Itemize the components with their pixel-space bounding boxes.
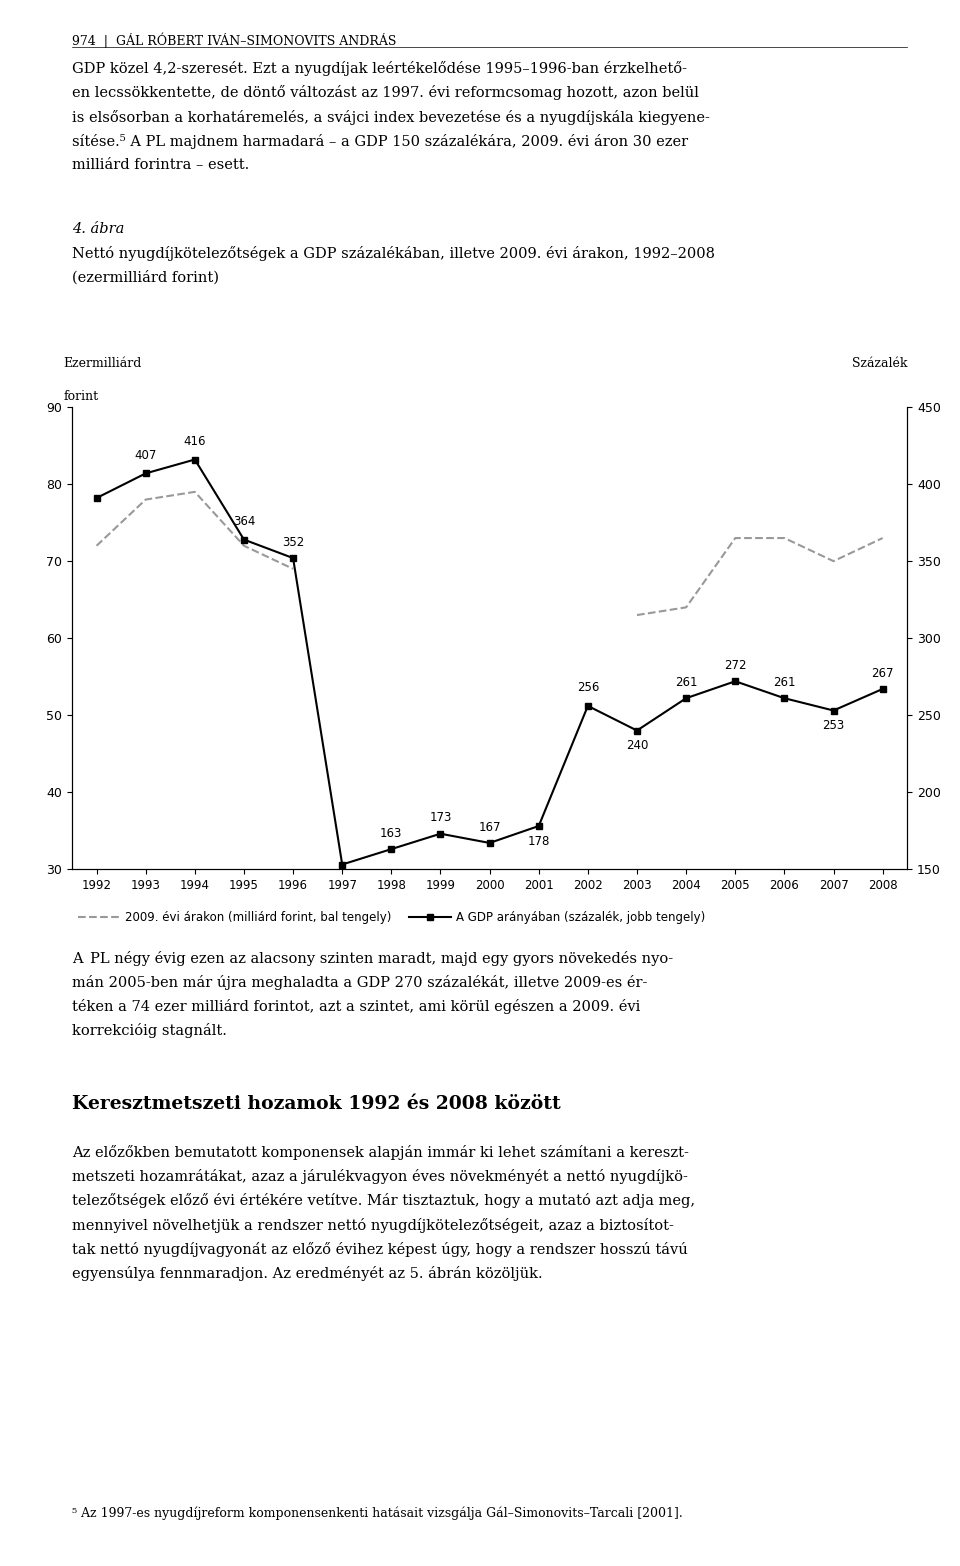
Text: sítése.⁵ A PL majdnem harmadará – a GDP 150 százalékára, 2009. évi áron 30 ezer: sítése.⁵ A PL majdnem harmadará – a GDP … (72, 133, 688, 149)
Text: mennyivel növelhetjük a rendszer nettó nyugdíjkötelezőtségeit, azaz a biztosítot: mennyivel növelhetjük a rendszer nettó n… (72, 1218, 674, 1232)
Text: Százalék: Százalék (852, 357, 907, 370)
Text: milliárd forintra – esett.: milliárd forintra – esett. (72, 158, 250, 172)
Text: 352: 352 (282, 536, 304, 548)
Text: téken a 74 ezer milliárd forintot, azt a szintet, ami körül egészen a 2009. évi: téken a 74 ezer milliárd forintot, azt a… (72, 999, 640, 1015)
Text: is elsősorban a korhatáremelés, a svájci index bevezetése és a nyugdíjskála kieg: is elsősorban a korhatáremelés, a svájci… (72, 110, 709, 125)
Text: GDP közel 4,2-szeresét. Ezt a nyugdíjak leértékelődése 1995–1996-ban érzkelhető-: GDP közel 4,2-szeresét. Ezt a nyugdíjak … (72, 61, 687, 77)
Text: mán 2005-ben már újra meghaladta a GDP 270 százalékát, illetve 2009-es ér-: mán 2005-ben már újra meghaladta a GDP 2… (72, 974, 647, 990)
Text: Az előzőkben bemutatott komponensek alapján immár ki lehet számítani a kereszt-: Az előzőkben bemutatott komponensek alap… (72, 1145, 689, 1160)
Text: 256: 256 (577, 681, 599, 694)
Text: 178: 178 (528, 835, 550, 847)
Text: Keresztmetszeti hozamok 1992 és 2008 között: Keresztmetszeti hozamok 1992 és 2008 köz… (72, 1095, 561, 1112)
Text: 167: 167 (478, 821, 501, 833)
Text: 267: 267 (872, 667, 894, 680)
Text: forint: forint (63, 390, 99, 402)
Text: A  PL négy évig ezen az alacsony szinten maradt, majd egy gyors növekedés nyo-: A PL négy évig ezen az alacsony szinten … (72, 951, 673, 966)
Text: korrekcióig stagnált.: korrekcióig stagnált. (72, 1024, 227, 1038)
Legend: 2009. évi árakon (milliárd forint, bal tengely), A GDP arányában (százalék, jobb: 2009. évi árakon (milliárd forint, bal t… (78, 911, 706, 924)
Text: ⁵ Az 1997-es nyugdíjreform komponensenkenti hatásait vizsgálja Gál–Simonovits–Ta: ⁵ Az 1997-es nyugdíjreform komponensenke… (72, 1506, 683, 1521)
Text: Ezermilliárd: Ezermilliárd (63, 357, 142, 370)
Text: 416: 416 (183, 435, 206, 448)
Text: metszeti hozamrátákat, azaz a járulékvagyon éves növekményét a nettó nyugdíjkö-: metszeti hozamrátákat, azaz a járulékvag… (72, 1168, 688, 1184)
Text: 253: 253 (823, 719, 845, 731)
Text: tak nettó nyugdíjvagyonát az előző évihez képest úgy, hogy a rendszer hosszú tá: tak nettó nyugdíjvagyonát az előző évih… (72, 1242, 687, 1257)
Text: 163: 163 (380, 827, 402, 839)
Text: en lecssökkentette, de döntő változást az 1997. évi reformcsomag hozott, azon be: en lecssökkentette, de döntő változást a… (72, 85, 699, 100)
Text: 364: 364 (232, 515, 255, 528)
Text: 4. ábra: 4. ábra (72, 222, 125, 235)
Text: egyensúlya fennmaradjon. Az eredményét az 5. ábrán közöljük.: egyensúlya fennmaradjon. Az eredményét a… (72, 1265, 542, 1281)
Text: 272: 272 (724, 659, 747, 672)
Text: 261: 261 (773, 677, 796, 689)
Text: 261: 261 (675, 677, 697, 689)
Text: 173: 173 (429, 811, 451, 824)
Text: 407: 407 (134, 449, 156, 462)
Text: (ezermilliárd forint): (ezermilliárd forint) (72, 269, 219, 285)
Text: Nettó nyugdíjkötelezőtségek a GDP százalékában, illetve 2009. évi árakon, 1992–2: Nettó nyugdíjkötelezőtségek a GDP százal… (72, 246, 715, 262)
Text: 974  |  GÁL RÓBERT IVÁN–SIMONOVITS ANDRÁS: 974 | GÁL RÓBERT IVÁN–SIMONOVITS ANDRÁS (72, 33, 396, 49)
Text: 240: 240 (626, 739, 648, 752)
Text: telezőtségek előző évi értékére vetítve. Már tisztaztuk, hogy a mutató azt adja : telezőtségek előző évi értékére vetítve.… (72, 1193, 695, 1209)
